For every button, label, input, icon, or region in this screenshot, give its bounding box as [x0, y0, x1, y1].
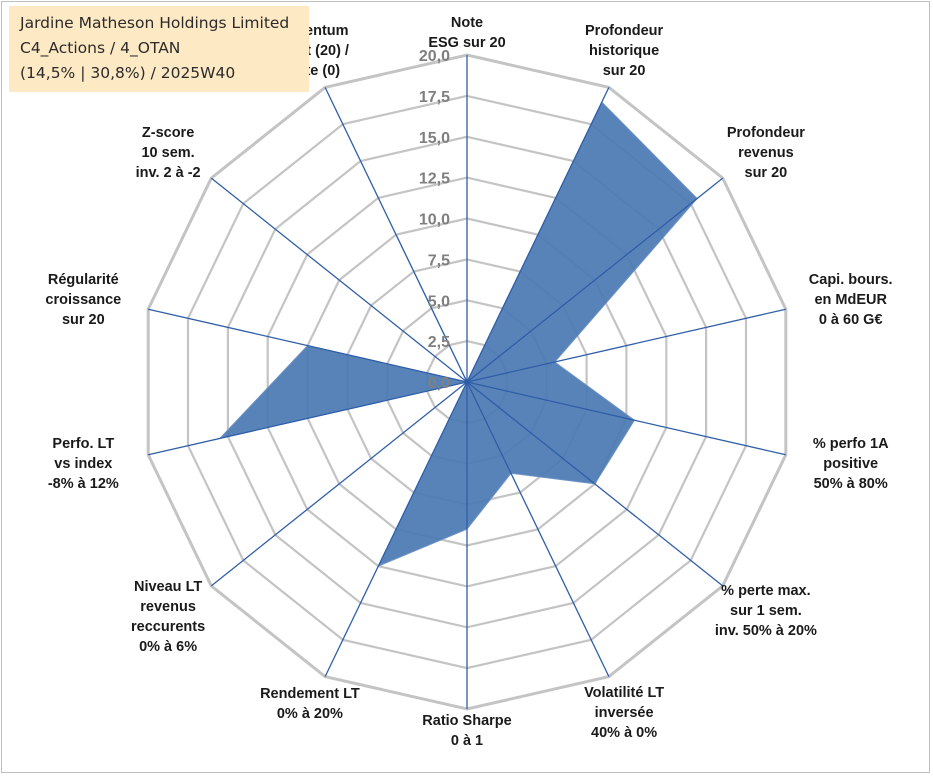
axis-label-1: Note ESG sur 20	[372, 13, 562, 53]
axis-spoke-3	[466, 177, 724, 383]
axis-label-7: Volatilité LT inversée 40% à 0%	[529, 683, 719, 743]
axis-label-10: Niveau LT revenus reccurents 0% à 6%	[73, 577, 263, 657]
axis-label-5: % perfo 1A positive 50% à 80%	[756, 434, 933, 494]
axis-spoke-9	[324, 381, 468, 677]
company-name: Jardine Matheson Holdings Limited	[20, 14, 290, 32]
axis-label-line: 0 à 1	[450, 733, 484, 749]
axis-label-9: Rendement LT 0% à 20%	[215, 684, 405, 724]
axis-label-2: Profondeur historique sur 20	[529, 21, 719, 81]
axis-spoke-4	[466, 308, 786, 383]
axis-label-line: sur 20	[61, 312, 105, 329]
axis-label-line: revenus	[140, 599, 196, 616]
axis-spoke-2	[466, 87, 610, 383]
axis-label-line: Z-score	[141, 125, 195, 142]
series-area-layer	[218, 101, 698, 568]
axis-label-line: croissance	[45, 292, 122, 309]
axis-label-line: Volatilité LT	[584, 684, 665, 701]
axis-label-line: positive	[823, 455, 879, 472]
tick-label: 5,0	[428, 293, 450, 310]
axis-label-line: inv. 50% à 20%	[714, 622, 817, 639]
axis-label-line: 50% à 80%	[813, 475, 888, 492]
axis-label-line: Niveau LT	[133, 579, 203, 596]
axis-label-line: sur 1 sem.	[730, 602, 802, 619]
axis-label-line: % perte max.	[721, 582, 811, 599]
axis-label-12: Régularité croissance sur 20	[0, 270, 178, 330]
axis-label-line: Régularité	[47, 272, 119, 289]
axis-spokes-layer	[148, 55, 786, 709]
axis-label-line: -8% à 12%	[47, 475, 119, 492]
axis-label-line: sur 20	[744, 165, 788, 182]
axis-label-line: vs index	[54, 455, 113, 472]
axis-spoke-6	[466, 381, 724, 587]
tick-label: 10,0	[419, 212, 450, 229]
axis-label-line: % perfo 1A	[812, 435, 889, 452]
axis-label-line: Rendement LT	[260, 685, 360, 702]
series-area	[218, 101, 698, 568]
axis-spoke-13	[210, 177, 468, 383]
tick-label: 17,5	[419, 89, 450, 106]
tick-label: 0,0	[428, 375, 450, 392]
axis-label-3: Profondeur revenus sur 20	[671, 123, 861, 183]
info-box: Jardine Matheson Holdings Limited C4_Act…	[9, 6, 309, 92]
axis-label-line: 40% à 0%	[591, 724, 658, 741]
axis-label-line: sur 20	[602, 63, 646, 80]
axis-label-11: Perfo. LT vs index -8% à 12%	[0, 434, 178, 494]
tick-label: 7,5	[428, 252, 450, 269]
axis-label-line: 0 à 60 G€	[818, 312, 883, 329]
axis-label-13: Z-score 10 sem. inv. 2 à -2	[73, 123, 263, 183]
axis-label-line: Capi. bours.	[808, 272, 893, 289]
tick-label-layer: 0,0 2,5 5,0 7,5 10,0 12,5 15,0 17,5 20,0	[419, 48, 450, 392]
axis-spoke-10	[210, 381, 468, 587]
axis-spoke-11	[148, 381, 468, 456]
stats-line: (14,5% | 30,8%) / 2025W40	[20, 64, 236, 82]
axis-label-line: en MdEUR	[814, 292, 887, 309]
axis-label-line: Note	[450, 15, 484, 31]
category-line: C4_Actions / 4_OTAN	[20, 39, 181, 57]
axis-label-line: Profondeur	[585, 23, 664, 40]
axis-label-line: Perfo. LT	[52, 435, 115, 452]
tick-label: 15,0	[419, 130, 450, 147]
axis-label-line: inversée	[594, 704, 654, 721]
axis-label-line: inv. 2 à -2	[135, 165, 201, 182]
axis-spoke-12	[148, 308, 468, 383]
axis-spoke-7	[466, 381, 610, 677]
axis-label-line: 0% à 20%	[276, 705, 343, 722]
axis-label-8: Ratio Sharpe 0 à 1	[372, 711, 562, 751]
axis-label-line: 10 sem.	[141, 145, 195, 162]
axis-label-line: 0% à 6%	[139, 639, 198, 656]
axis-label-4: Capi. bours. en MdEUR 0 à 60 G€	[756, 270, 933, 330]
axis-label-line: Ratio Sharpe	[422, 713, 512, 729]
tick-label: 20,0	[419, 48, 450, 65]
axis-spoke-14	[324, 87, 468, 383]
axis-label-6: % perte max. sur 1 sem. inv. 50% à 20%	[671, 581, 861, 641]
axis-label-line: historique	[589, 43, 660, 60]
axis-label-line: Profondeur	[726, 125, 805, 142]
axis-label-line: ESG sur 20	[428, 35, 506, 51]
tick-label: 2,5	[428, 334, 450, 351]
axis-spoke-5	[466, 381, 786, 456]
axis-label-line: reccurents	[131, 619, 206, 636]
tick-label: 12,5	[419, 171, 450, 188]
axis-label-line: revenus	[738, 145, 794, 162]
